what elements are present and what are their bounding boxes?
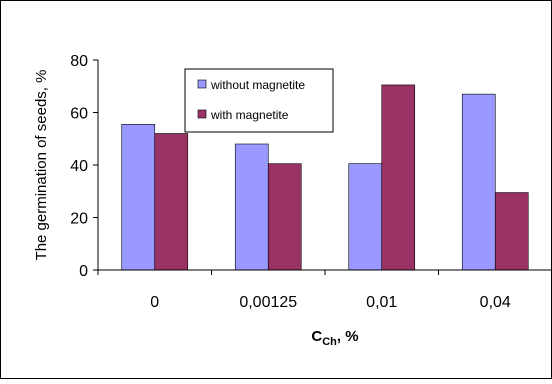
legend-swatch-without-magnetite [197, 79, 207, 89]
y-tick-label: 60 [70, 106, 88, 123]
y-tick-label: 0 [79, 263, 88, 280]
x-tick-label: 0,00125 [239, 294, 297, 311]
y-tick-label: 80 [70, 53, 88, 70]
bar-without-magnetite-0 [121, 124, 156, 271]
legend-box [184, 68, 334, 133]
y-tick-label: 40 [70, 158, 88, 175]
y-tick-labels: 0 20 40 60 80 [70, 53, 88, 280]
bar-without-magnetite-3 [461, 93, 496, 271]
y-tick-label: 20 [70, 211, 88, 228]
bar-without-magnetite-2 [348, 163, 383, 271]
legend-swatch-with-magnetite [197, 109, 207, 119]
legend-label-without-magnetite: without magnetite [210, 78, 305, 92]
x-axis-label-main: C [311, 328, 322, 345]
x-axis-label: CCh, % [311, 328, 358, 348]
x-tick-label: 0 [150, 294, 159, 311]
x-tick-label: 0,01 [366, 294, 397, 311]
x-axis-label-subscript: Ch [322, 336, 337, 348]
legend-label-with-magnetite: with magnetite [210, 108, 289, 122]
bar-with-magnetite-3 [494, 192, 529, 271]
bar-with-magnetite-2 [381, 84, 416, 271]
y-axis-label: The germination of seeds, % [33, 70, 50, 261]
x-tick-labels: 0 0,00125 0,01 0,04 [150, 294, 511, 311]
bar-with-magnetite-0 [154, 133, 189, 271]
x-axis-label-suffix: , % [337, 328, 359, 345]
axes-layer [93, 59, 552, 275]
legend: without magnetite with magnetite [184, 68, 334, 133]
bar-without-magnetite-1 [234, 143, 269, 271]
x-tick-label: 0,04 [480, 294, 511, 311]
bars-layer [121, 84, 529, 271]
bar-with-magnetite-1 [267, 163, 302, 271]
